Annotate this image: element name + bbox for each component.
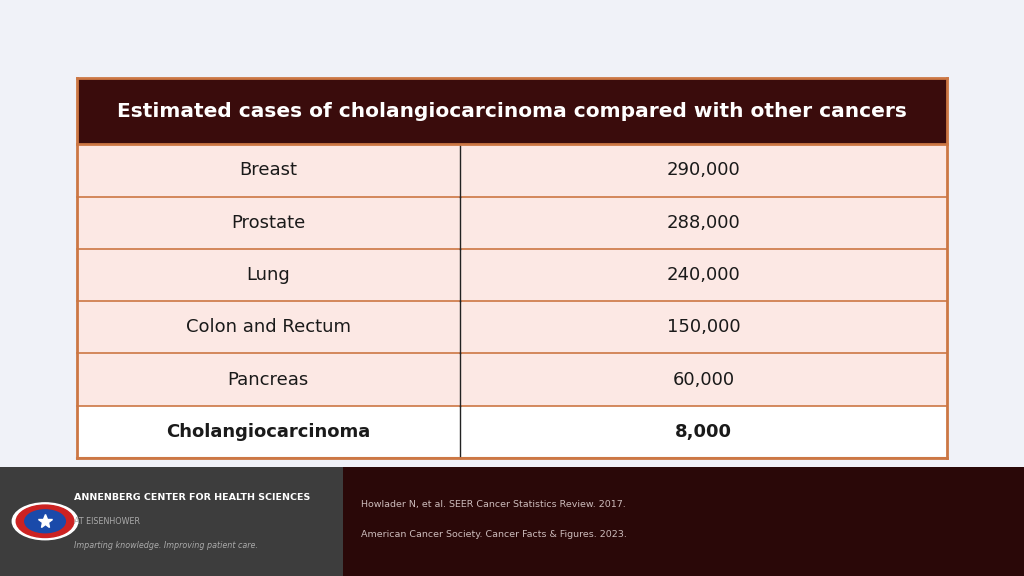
Bar <box>460 196 947 249</box>
Text: American Cancer Society. Cancer Facts & Figures. 2023.: American Cancer Society. Cancer Facts & … <box>361 530 628 539</box>
Text: Cholangiocarcinoma: Cholangiocarcinoma <box>166 423 371 441</box>
Bar <box>460 249 947 301</box>
Text: Breast: Breast <box>240 161 297 179</box>
Bar <box>0 467 343 576</box>
Bar <box>460 301 947 353</box>
Bar <box>460 144 947 196</box>
Text: Howlader N, et al. SEER Cancer Statistics Review. 2017.: Howlader N, et al. SEER Cancer Statistic… <box>361 501 627 509</box>
Text: Imparting knowledge. Improving patient care.: Imparting knowledge. Improving patient c… <box>74 541 258 550</box>
Bar <box>77 301 460 353</box>
Bar <box>77 196 460 249</box>
Circle shape <box>16 505 74 537</box>
Text: 8,000: 8,000 <box>675 423 732 441</box>
Text: 290,000: 290,000 <box>667 161 740 179</box>
Bar <box>460 353 947 406</box>
Bar <box>343 467 1024 576</box>
Text: ANNENBERG CENTER FOR HEALTH SCIENCES: ANNENBERG CENTER FOR HEALTH SCIENCES <box>74 492 310 502</box>
Text: Prostate: Prostate <box>231 214 305 232</box>
Text: 150,000: 150,000 <box>667 318 740 336</box>
Text: AT EISENHOWER: AT EISENHOWER <box>74 517 139 526</box>
Text: Lung: Lung <box>247 266 290 284</box>
Text: Colon and Rectum: Colon and Rectum <box>185 318 351 336</box>
Bar <box>77 353 460 406</box>
Bar <box>77 78 947 144</box>
Text: Estimated cases of cholangiocarcinoma compared with other cancers: Estimated cases of cholangiocarcinoma co… <box>117 101 907 120</box>
Circle shape <box>12 503 78 540</box>
Text: 288,000: 288,000 <box>667 214 740 232</box>
Text: Pancreas: Pancreas <box>227 370 309 388</box>
Bar <box>77 249 460 301</box>
Bar <box>77 406 460 458</box>
Bar <box>77 78 947 458</box>
Text: 60,000: 60,000 <box>673 370 734 388</box>
Bar <box>460 406 947 458</box>
Text: 240,000: 240,000 <box>667 266 740 284</box>
Bar <box>77 144 460 196</box>
Circle shape <box>25 510 66 533</box>
